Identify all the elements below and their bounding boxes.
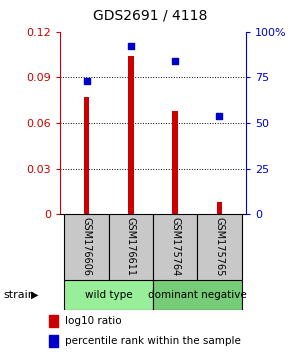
Point bbox=[217, 113, 222, 119]
Bar bbox=[64, 280, 153, 310]
Text: dominant negative: dominant negative bbox=[148, 290, 247, 300]
Text: GDS2691 / 4118: GDS2691 / 4118 bbox=[93, 9, 207, 23]
Text: GSM176606: GSM176606 bbox=[82, 217, 92, 276]
Bar bbox=[153, 214, 197, 280]
Text: GSM176611: GSM176611 bbox=[126, 217, 136, 276]
Text: ▶: ▶ bbox=[31, 290, 38, 300]
Bar bbox=[217, 202, 222, 214]
Bar bbox=[172, 111, 178, 214]
Point bbox=[128, 44, 133, 49]
Bar bbox=[197, 214, 242, 280]
Bar bbox=[153, 280, 242, 310]
Text: percentile rank within the sample: percentile rank within the sample bbox=[65, 336, 241, 346]
Bar bbox=[64, 214, 109, 280]
Point bbox=[84, 78, 89, 84]
Bar bbox=[128, 56, 134, 214]
Bar bbox=[109, 214, 153, 280]
Text: wild type: wild type bbox=[85, 290, 133, 300]
Bar bbox=[84, 97, 89, 214]
Text: GSM175765: GSM175765 bbox=[214, 217, 224, 276]
Bar bbox=[49, 335, 58, 347]
Text: GSM175764: GSM175764 bbox=[170, 217, 180, 276]
Bar bbox=[49, 315, 58, 327]
Text: strain: strain bbox=[3, 290, 35, 300]
Point bbox=[173, 58, 178, 64]
Text: log10 ratio: log10 ratio bbox=[65, 316, 122, 326]
